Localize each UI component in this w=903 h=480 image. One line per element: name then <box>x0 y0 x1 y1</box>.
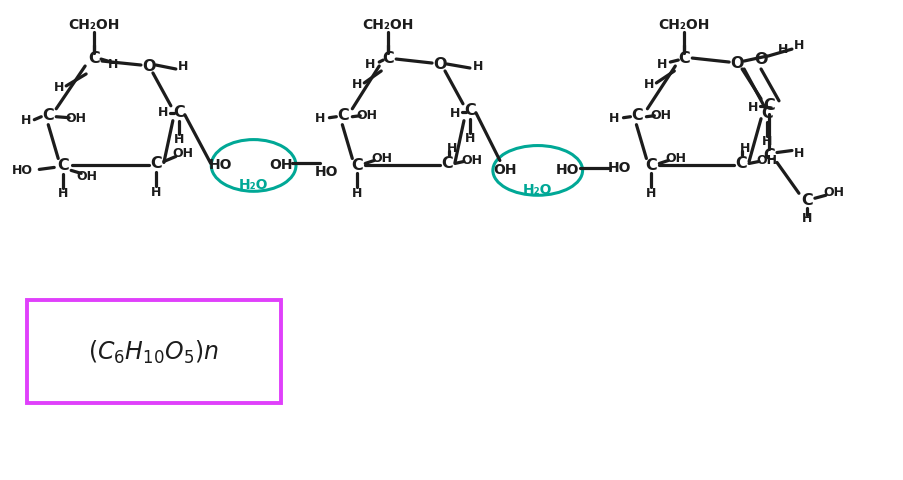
Text: H: H <box>107 58 118 71</box>
Text: OH: OH <box>650 109 671 122</box>
Text: H: H <box>464 132 475 145</box>
Text: H: H <box>644 78 654 91</box>
Text: C: C <box>631 108 643 123</box>
Text: H: H <box>450 107 460 120</box>
Text: HO: HO <box>607 161 630 175</box>
Text: C: C <box>762 98 774 113</box>
Text: OH: OH <box>461 154 482 167</box>
Text: $(C_6H_{10}O_5)n$: $(C_6H_{10}O_5)n$ <box>88 339 219 366</box>
Text: H: H <box>739 142 749 155</box>
Text: H: H <box>54 82 64 95</box>
Text: C: C <box>172 105 184 120</box>
Text: C: C <box>441 156 452 171</box>
Text: C: C <box>150 156 162 171</box>
Text: H: H <box>777 43 787 56</box>
Text: H: H <box>446 142 457 155</box>
Text: C: C <box>42 108 54 123</box>
Text: H: H <box>793 38 804 52</box>
Text: C: C <box>760 106 772 121</box>
Text: C: C <box>800 193 812 208</box>
Text: H: H <box>609 112 619 125</box>
Text: H: H <box>351 78 362 91</box>
Text: CH₂OH: CH₂OH <box>658 18 709 32</box>
Text: OH: OH <box>756 154 777 167</box>
Text: O: O <box>730 56 743 71</box>
Text: H₂O: H₂O <box>523 183 552 197</box>
Text: H: H <box>801 212 811 225</box>
Text: HO: HO <box>13 164 33 177</box>
Text: CH₂OH: CH₂OH <box>69 18 120 32</box>
Text: H: H <box>656 58 666 71</box>
Text: H: H <box>646 187 656 200</box>
Text: H: H <box>21 114 32 127</box>
Text: H₂O: H₂O <box>238 178 268 192</box>
Text: H: H <box>351 187 362 200</box>
Text: C: C <box>88 50 100 66</box>
Text: OH: OH <box>823 186 843 199</box>
Text: O: O <box>753 51 767 67</box>
Text: OH: OH <box>357 109 377 122</box>
Text: H: H <box>315 112 325 125</box>
Text: O: O <box>433 57 446 72</box>
Text: C: C <box>337 108 349 123</box>
Text: CH₂OH: CH₂OH <box>362 18 414 32</box>
Text: H: H <box>178 60 188 72</box>
Text: HO: HO <box>314 166 338 180</box>
Text: O: O <box>142 59 155 73</box>
Text: HO: HO <box>209 158 232 172</box>
Text: H: H <box>793 147 804 160</box>
Text: H: H <box>151 186 161 199</box>
Text: H: H <box>365 58 375 71</box>
Text: C: C <box>677 50 689 66</box>
Text: H: H <box>472 60 482 72</box>
Text: OH: OH <box>371 152 392 165</box>
Text: OH: OH <box>492 163 516 178</box>
Text: OH: OH <box>172 147 193 160</box>
Text: H: H <box>761 135 771 148</box>
Text: C: C <box>463 103 475 118</box>
Text: OH: OH <box>666 152 686 165</box>
Text: H: H <box>58 187 69 200</box>
FancyBboxPatch shape <box>27 300 280 403</box>
Text: H: H <box>747 101 758 114</box>
Text: C: C <box>645 158 656 173</box>
Text: C: C <box>351 158 363 173</box>
Text: C: C <box>382 50 394 66</box>
Text: HO: HO <box>555 163 579 178</box>
Text: OH: OH <box>66 112 87 125</box>
Text: C: C <box>57 158 69 173</box>
Text: H: H <box>173 133 184 146</box>
Text: OH: OH <box>77 170 98 183</box>
Text: C: C <box>762 148 774 163</box>
Text: OH: OH <box>268 158 292 172</box>
Text: C: C <box>734 156 746 171</box>
Text: H: H <box>157 106 168 119</box>
